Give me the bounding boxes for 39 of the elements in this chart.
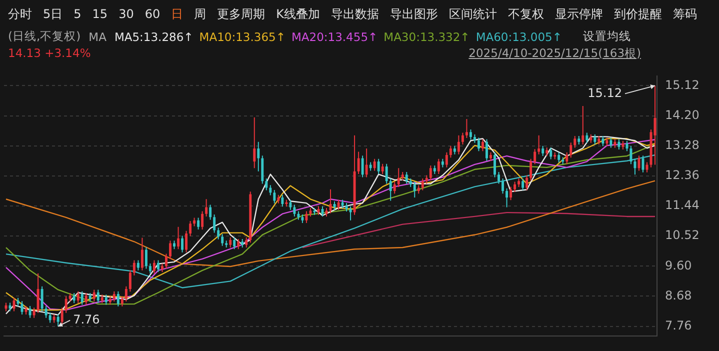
candlestick: [465, 119, 468, 138]
text: K线叠加: [276, 6, 320, 22]
text: 2025/4/10-2025/12/15(163根): [468, 46, 641, 60]
y-tick-label: 8.68: [665, 288, 692, 302]
text: 周: [194, 6, 206, 22]
text: 到价提醒: [614, 6, 662, 22]
y-tick-label: 14.20: [665, 108, 700, 122]
text: 60: [144, 7, 160, 21]
text: 显示停牌: [555, 6, 603, 22]
text: 导出数据: [331, 6, 379, 22]
text: 日: [171, 6, 184, 22]
text: MA5:13.286↑: [114, 30, 194, 44]
text: 5日: [43, 6, 63, 22]
text: MA20:13.455↑: [291, 30, 378, 44]
chart-subtitle: 14.13 +3.14%: [8, 46, 91, 60]
text: 5: [74, 7, 82, 21]
text: 导出图形: [390, 6, 438, 22]
text: 筹码: [673, 6, 697, 22]
chart-title: (日线,不复权): [8, 29, 81, 44]
y-tick-label: 13.28: [665, 138, 700, 152]
annotation: 7.76: [73, 312, 100, 326]
y-tick-label: 9.60: [665, 258, 692, 272]
y-tick-label: 11.44: [665, 198, 700, 212]
text: MA: [88, 30, 106, 44]
text: MA10:13.365↑: [199, 30, 286, 44]
annotation: 15.12: [588, 86, 622, 100]
text: 不复权: [508, 6, 544, 22]
text: 区间统计: [449, 6, 497, 22]
y-tick-label: 7.76: [665, 318, 692, 332]
text: 15: [92, 7, 108, 21]
y-tick-label: 12.36: [665, 168, 700, 182]
text: MA30:13.332↑: [384, 30, 470, 44]
text: 30: [118, 7, 134, 21]
y-tick-label: 15.12: [665, 78, 700, 92]
text: 分时: [8, 6, 32, 22]
text: MA60:13.005↑: [476, 30, 562, 44]
text: 设置均线: [583, 29, 631, 44]
text: 更多周期: [217, 6, 266, 22]
y-tick-label: 10.52: [665, 228, 700, 242]
